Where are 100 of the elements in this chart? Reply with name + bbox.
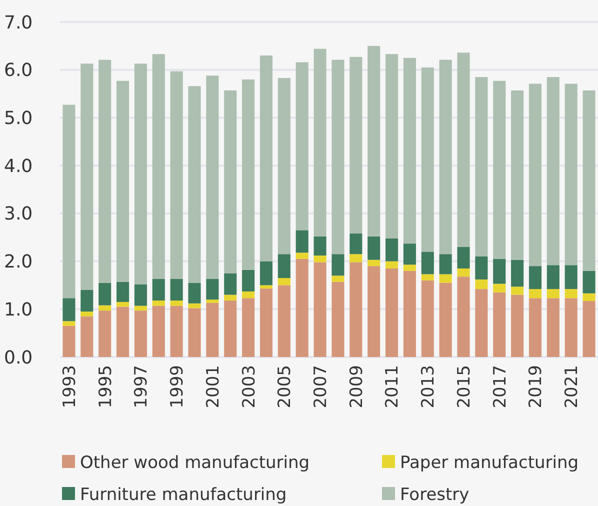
bar [493, 258, 506, 284]
bar [350, 56, 362, 234]
bar [332, 276, 344, 282]
bar [546, 77, 560, 266]
legend-label: Forestry [400, 484, 470, 505]
bar [62, 298, 76, 322]
bar [152, 54, 165, 279]
bar [439, 254, 452, 274]
x-tick-label: 2001 [203, 365, 224, 408]
bar [403, 244, 416, 265]
bar [242, 270, 255, 292]
bar [385, 261, 398, 268]
bar [332, 60, 344, 254]
bar [152, 278, 165, 301]
x-tick-label: 2019 [526, 365, 546, 408]
x-tick-label: 2011 [382, 365, 403, 408]
x-tick-label: 2013 [418, 365, 439, 408]
bar [368, 260, 380, 266]
bar [296, 252, 308, 259]
bar [62, 321, 76, 326]
bar [564, 84, 578, 266]
bar [242, 298, 255, 357]
y-tick-label: 3.0 [4, 204, 33, 225]
bar [493, 284, 506, 292]
bar [206, 76, 219, 279]
bar [421, 252, 434, 274]
bar [224, 273, 237, 295]
bar [188, 308, 201, 357]
bar [170, 278, 183, 301]
bar [564, 298, 578, 357]
bar [80, 290, 94, 312]
bar [224, 300, 237, 357]
bar [152, 306, 165, 357]
bar [62, 326, 76, 357]
bar [170, 71, 183, 279]
bar [511, 286, 524, 295]
bar [511, 260, 524, 287]
bar [80, 316, 94, 357]
bar [80, 312, 94, 316]
x-tick-label: 2003 [239, 365, 260, 408]
bar [98, 305, 112, 311]
bar [350, 234, 362, 254]
bar [116, 302, 130, 307]
bar [457, 52, 470, 247]
bar [511, 294, 524, 357]
bar [296, 230, 308, 253]
bar [98, 60, 112, 283]
y-tick-label: 6.0 [4, 60, 33, 82]
bar [511, 90, 524, 260]
bar [582, 301, 596, 357]
bar [116, 306, 130, 357]
x-tick-label: 2021 [562, 365, 582, 408]
x-tick-label: 2015 [454, 365, 474, 408]
bar [546, 289, 560, 298]
bar [260, 56, 273, 262]
bar [582, 270, 596, 294]
bar [421, 67, 434, 252]
bar [528, 298, 542, 357]
x-tick-label: 1995 [96, 365, 116, 408]
bar [350, 254, 362, 262]
bar [62, 104, 76, 298]
bar [296, 62, 308, 230]
bar [457, 246, 470, 268]
y-tick-label: 4.0 [4, 156, 33, 177]
bar [188, 86, 201, 283]
bar [385, 54, 398, 238]
y-tick-label: 1.0 [4, 299, 33, 320]
x-tick-label: 1999 [168, 365, 188, 408]
bar [528, 266, 542, 290]
bar [439, 60, 452, 254]
bar [493, 80, 506, 259]
x-tick-label: 2007 [310, 365, 331, 408]
bar [314, 48, 326, 236]
bar [98, 282, 112, 306]
bar [242, 291, 255, 298]
bar [134, 284, 147, 306]
bar [439, 282, 452, 357]
bar [188, 303, 201, 308]
bar [421, 274, 434, 280]
bar [134, 310, 147, 357]
bar [206, 278, 219, 300]
bar [98, 310, 112, 357]
x-tick-label: 2009 [346, 365, 367, 408]
y-tick-label: 7.0 [4, 12, 33, 34]
bar [314, 262, 326, 357]
bar [278, 278, 290, 286]
y-tick-label: 2.0 [4, 252, 33, 273]
bar [457, 268, 470, 277]
bar [439, 274, 452, 283]
bar [421, 280, 434, 357]
bar [368, 266, 380, 357]
x-tick-label: 2017 [490, 365, 510, 408]
bar [242, 79, 255, 270]
bar [278, 285, 290, 357]
bar [457, 276, 470, 357]
bar [582, 293, 596, 302]
bar [475, 77, 488, 256]
bar [582, 90, 596, 271]
bar [80, 64, 94, 290]
bar [206, 300, 219, 303]
